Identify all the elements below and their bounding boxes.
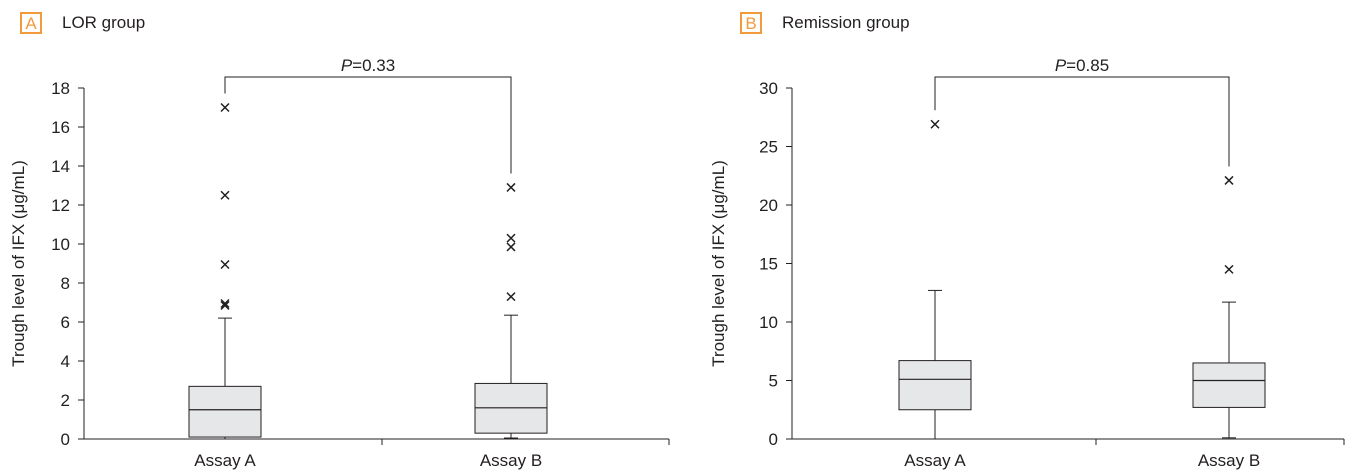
y-tick-label-b-3: 15 — [759, 255, 778, 274]
p-value-label-b: P=0.85 — [1055, 56, 1109, 75]
x-tick-label-a-1: Assay B — [480, 451, 542, 470]
y-axis-label-a: Trough level of IFX (μg/mL) — [9, 160, 28, 367]
outlier-marker-a-0-0 — [220, 300, 230, 310]
y-tick-label-a-4: 8 — [61, 274, 70, 293]
y-tick-label-b-5: 25 — [759, 138, 778, 157]
y-tick-label-a-9: 18 — [51, 79, 70, 98]
chart-title-a: LOR group — [62, 13, 146, 32]
panel-letter-a: A — [20, 12, 42, 34]
outlier-marker-b-1-0 — [1224, 264, 1234, 274]
y-tick-label-a-2: 4 — [61, 352, 70, 371]
y-tick-label-a-1: 2 — [61, 391, 70, 410]
x-tick-label-b-0: Assay A — [904, 451, 966, 470]
y-tick-label-a-8: 16 — [51, 118, 70, 137]
outlier-stroke-b — [1224, 264, 1234, 274]
comparison-bracket-b — [934, 76, 1230, 167]
box-b-0 — [898, 360, 972, 411]
y-tick-label-b-6: 30 — [759, 79, 778, 98]
p-value-label-a: P=0.33 — [341, 56, 395, 75]
outlier-stroke-b — [220, 300, 230, 310]
outlier-marker-a-1-0 — [506, 292, 516, 302]
outlier-stroke-b — [220, 102, 230, 113]
y-tick-label-b-2: 10 — [759, 313, 778, 332]
x-tick-label-a-0: Assay A — [194, 451, 256, 470]
outlier-marker-a-0-3 — [220, 190, 230, 200]
outlier-stroke-b — [506, 182, 516, 192]
chart-svg-a: 0 2 4 6 8 10 12 14 16 18 Trough level of IFX (μg/m… — [9, 56, 670, 470]
outlier-stroke-b — [506, 242, 516, 252]
y-tick-label-a-3: 6 — [61, 313, 70, 332]
p-value-text-b: =0.85 — [1066, 56, 1109, 75]
y-tick-label-a-5: 10 — [51, 235, 70, 254]
chart-title-b: Remission group — [782, 13, 910, 32]
outlier-stroke-b — [220, 259, 230, 270]
outlier-marker-a-0-2 — [220, 259, 230, 270]
p-value-text-a: =0.33 — [352, 56, 395, 75]
y-tick-label-b-1: 5 — [769, 372, 778, 391]
y-tick-label-a-7: 14 — [51, 157, 70, 176]
y-tick-label-a-0: 0 — [61, 430, 70, 449]
outlier-marker-a-1-1 — [506, 242, 516, 252]
chart-panel-a: A LOR group 0 2 4 6 8 10 12 14 16 18 Trough level … — [9, 12, 670, 470]
outlier-marker-a-1-3 — [506, 182, 516, 192]
y-tick-label-b-4: 20 — [759, 196, 778, 215]
outlier-marker-b-1-1 — [1224, 175, 1234, 185]
box-b-1 — [1192, 362, 1266, 408]
chart-panel-b: B Remission group 0 5 10 15 20 25 30 Trough lev… — [680, 0, 1359, 475]
y-tick-label-a-6: 12 — [51, 196, 70, 215]
outlier-stroke-b — [1224, 175, 1234, 185]
panel-letter-b: B — [740, 12, 762, 34]
outlier-marker-b-0-0 — [930, 119, 940, 129]
chart-svg-b: 0 5 10 15 20 25 30 Trough level of IFX (μg/mL) A… — [709, 56, 1345, 470]
x-tick-label-b-1: Assay B — [1198, 451, 1260, 470]
outlier-marker-a-0-4 — [220, 102, 230, 113]
p-value-symbol-b: P — [1055, 56, 1067, 75]
outlier-stroke-b — [930, 119, 940, 129]
outlier-stroke-b — [506, 233, 516, 243]
comparison-bracket-a — [224, 76, 512, 174]
y-axis-label-b: Trough level of IFX (μg/mL) — [709, 160, 728, 367]
y-tick-label-b-0: 0 — [769, 430, 778, 449]
outlier-marker-a-1-2 — [506, 233, 516, 243]
outlier-stroke-b — [506, 292, 516, 302]
outlier-stroke-b — [220, 298, 230, 309]
outlier-marker-a-0-1 — [220, 298, 230, 309]
outlier-stroke-b — [220, 190, 230, 200]
p-value-symbol-a: P — [341, 56, 353, 75]
box-a-0 — [188, 385, 262, 438]
